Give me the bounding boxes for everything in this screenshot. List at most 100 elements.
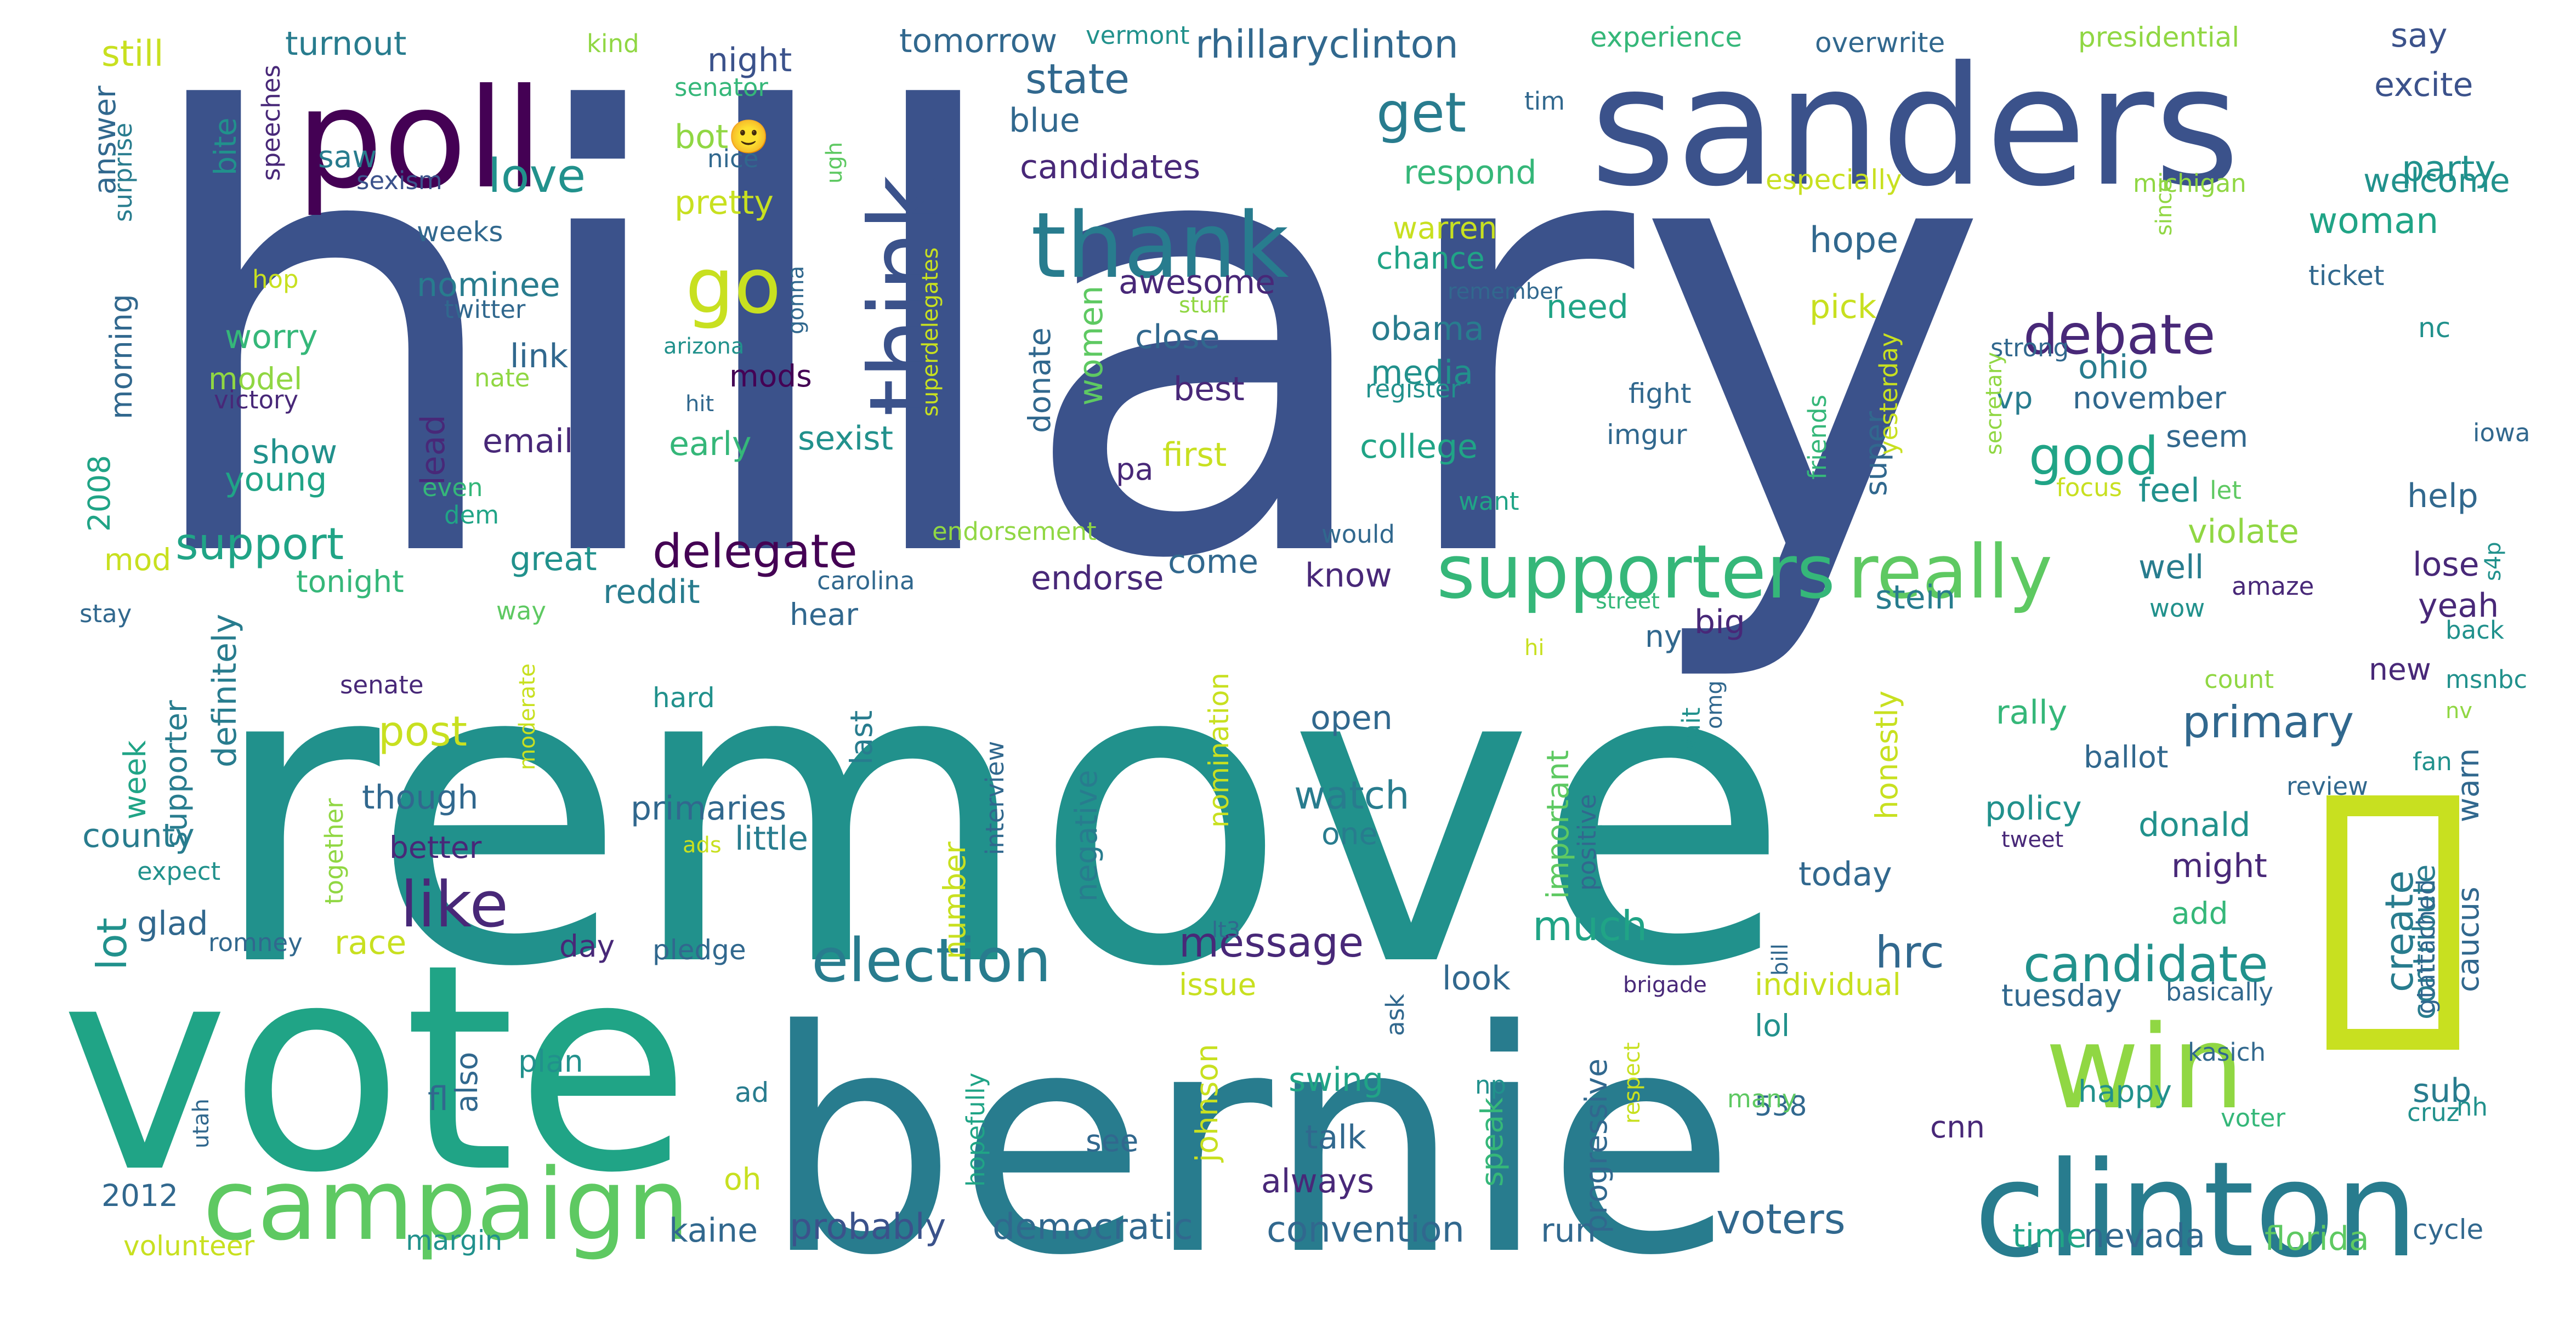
word-warn: warn bbox=[2450, 748, 2486, 822]
word-first: first bbox=[1162, 436, 1227, 474]
word-gtattached: gtattached bbox=[2412, 879, 2441, 1014]
word-fan: fan bbox=[2413, 747, 2452, 776]
word-convention: convention bbox=[1267, 1209, 1465, 1250]
word-debate: debate bbox=[2023, 303, 2216, 367]
word-review: review bbox=[2286, 772, 2368, 801]
word-presidential: presidential bbox=[2078, 21, 2239, 53]
word-last: last bbox=[844, 710, 879, 765]
word-cnn: cnn bbox=[1930, 1110, 1985, 1145]
word-donate: donate bbox=[1022, 327, 1057, 433]
word-look: look bbox=[1442, 959, 1511, 998]
word-chance: chance bbox=[1376, 241, 1485, 276]
word-strong: strong bbox=[1990, 333, 2069, 362]
word-model: model bbox=[208, 361, 302, 396]
word-tonight: tonight bbox=[296, 564, 404, 599]
word-nevada: nevada bbox=[2084, 1217, 2205, 1255]
word-women: women bbox=[1072, 286, 1110, 406]
word-experience: experience bbox=[1590, 21, 1742, 53]
word-interview: interview bbox=[980, 741, 1009, 855]
word-pick: pick bbox=[1809, 288, 1877, 326]
word-cycle: cycle bbox=[2413, 1214, 2483, 1245]
word-senate: senate bbox=[340, 670, 424, 699]
word-focus: focus bbox=[2056, 473, 2122, 502]
word-supporters: supporters bbox=[1437, 529, 1835, 615]
word-worry: worry bbox=[225, 318, 318, 356]
word-sanders: sanders bbox=[1590, 31, 2240, 223]
word-sexism: sexism bbox=[356, 166, 442, 195]
word-2012: 2012 bbox=[101, 1178, 178, 1213]
word-talk: talk bbox=[1305, 1118, 1366, 1157]
word-run: run bbox=[1541, 1211, 1596, 1250]
word-pa: pa bbox=[1116, 452, 1154, 487]
word-lead: lead bbox=[414, 415, 452, 485]
word-november: november bbox=[2073, 380, 2226, 416]
word-want: want bbox=[1459, 487, 1519, 516]
word-tomorrow: tomorrow bbox=[899, 22, 1057, 60]
word-happy: happy bbox=[2078, 1074, 2172, 1109]
word-nomination: nomination bbox=[1203, 673, 1235, 828]
word-florida: florida bbox=[2265, 1220, 2369, 1258]
word-definitely: definitely bbox=[206, 614, 244, 767]
word-many: many bbox=[1727, 1084, 1797, 1113]
word-nv: nv bbox=[2446, 698, 2472, 724]
word-amaze: amaze bbox=[2232, 572, 2314, 601]
word-county: county bbox=[82, 817, 195, 855]
word-friends: friends bbox=[1803, 395, 1832, 480]
word-message: message bbox=[1179, 918, 1364, 966]
word-msnbc: msnbc bbox=[2446, 665, 2527, 694]
word-violate: violate bbox=[2188, 513, 2299, 551]
word-democratic: democratic bbox=[992, 1207, 1193, 1248]
word-woman: woman bbox=[2308, 201, 2438, 242]
word-much: much bbox=[1533, 902, 1647, 950]
word-remember: remember bbox=[1448, 279, 1563, 304]
word-hop: hop bbox=[252, 265, 299, 294]
word-tim: tim bbox=[1524, 87, 1565, 116]
word-primaries: primaries bbox=[631, 789, 786, 828]
word-fight: fight bbox=[1629, 378, 1692, 409]
word-ny: ny bbox=[1645, 619, 1682, 654]
word-hopefully: hopefully bbox=[961, 1073, 990, 1187]
word-victory: victory bbox=[214, 385, 298, 414]
word-better: better bbox=[389, 830, 482, 865]
word-ads: ads bbox=[683, 833, 722, 858]
word-back: back bbox=[2446, 616, 2504, 645]
word-media: media bbox=[1371, 354, 1473, 392]
word-mod: mod bbox=[104, 542, 171, 577]
word-open: open bbox=[1310, 699, 1393, 737]
word-need: need bbox=[1546, 288, 1629, 326]
word-one: one bbox=[1321, 816, 1377, 851]
word-would: would bbox=[1321, 520, 1395, 549]
word-nh: nh bbox=[2456, 1093, 2488, 1122]
word-endorsement: endorsement bbox=[932, 517, 1097, 546]
word-glad: glad bbox=[137, 904, 208, 943]
word-volunteer: volunteer bbox=[123, 1230, 255, 1262]
word-think: think bbox=[849, 175, 961, 417]
word-always: always bbox=[1261, 1162, 1374, 1200]
word-important: important bbox=[1540, 750, 1575, 899]
word-ugh: ugh bbox=[822, 142, 847, 184]
word-win: win bbox=[2045, 1000, 2244, 1135]
word-sexist: sexist bbox=[798, 419, 893, 458]
word-post: post bbox=[378, 707, 467, 755]
word-register: register bbox=[1365, 374, 1461, 403]
word-support: support bbox=[175, 519, 344, 570]
word-warren: warren bbox=[1393, 210, 1497, 246]
word-time: time bbox=[2012, 1217, 2087, 1255]
word-help: help bbox=[2407, 477, 2478, 515]
word-add: add bbox=[2171, 896, 2228, 931]
word-gonna: gonna bbox=[784, 266, 809, 334]
word-stein: stein bbox=[1875, 578, 1955, 617]
word-really: really bbox=[1848, 529, 2052, 615]
word-margin: margin bbox=[406, 1225, 502, 1256]
word-great: great bbox=[510, 540, 597, 578]
word-yesterday: yesterday bbox=[1874, 332, 1903, 455]
word-today: today bbox=[1798, 855, 1892, 894]
word-show: show bbox=[252, 433, 337, 471]
word-new: new bbox=[2369, 652, 2431, 687]
word-even: even bbox=[422, 473, 483, 502]
word-bite: bite bbox=[208, 117, 243, 175]
word-bill: bill bbox=[1768, 943, 1793, 976]
word-superdelegates: superdelegates bbox=[918, 247, 943, 417]
word-good: good bbox=[2029, 426, 2159, 487]
